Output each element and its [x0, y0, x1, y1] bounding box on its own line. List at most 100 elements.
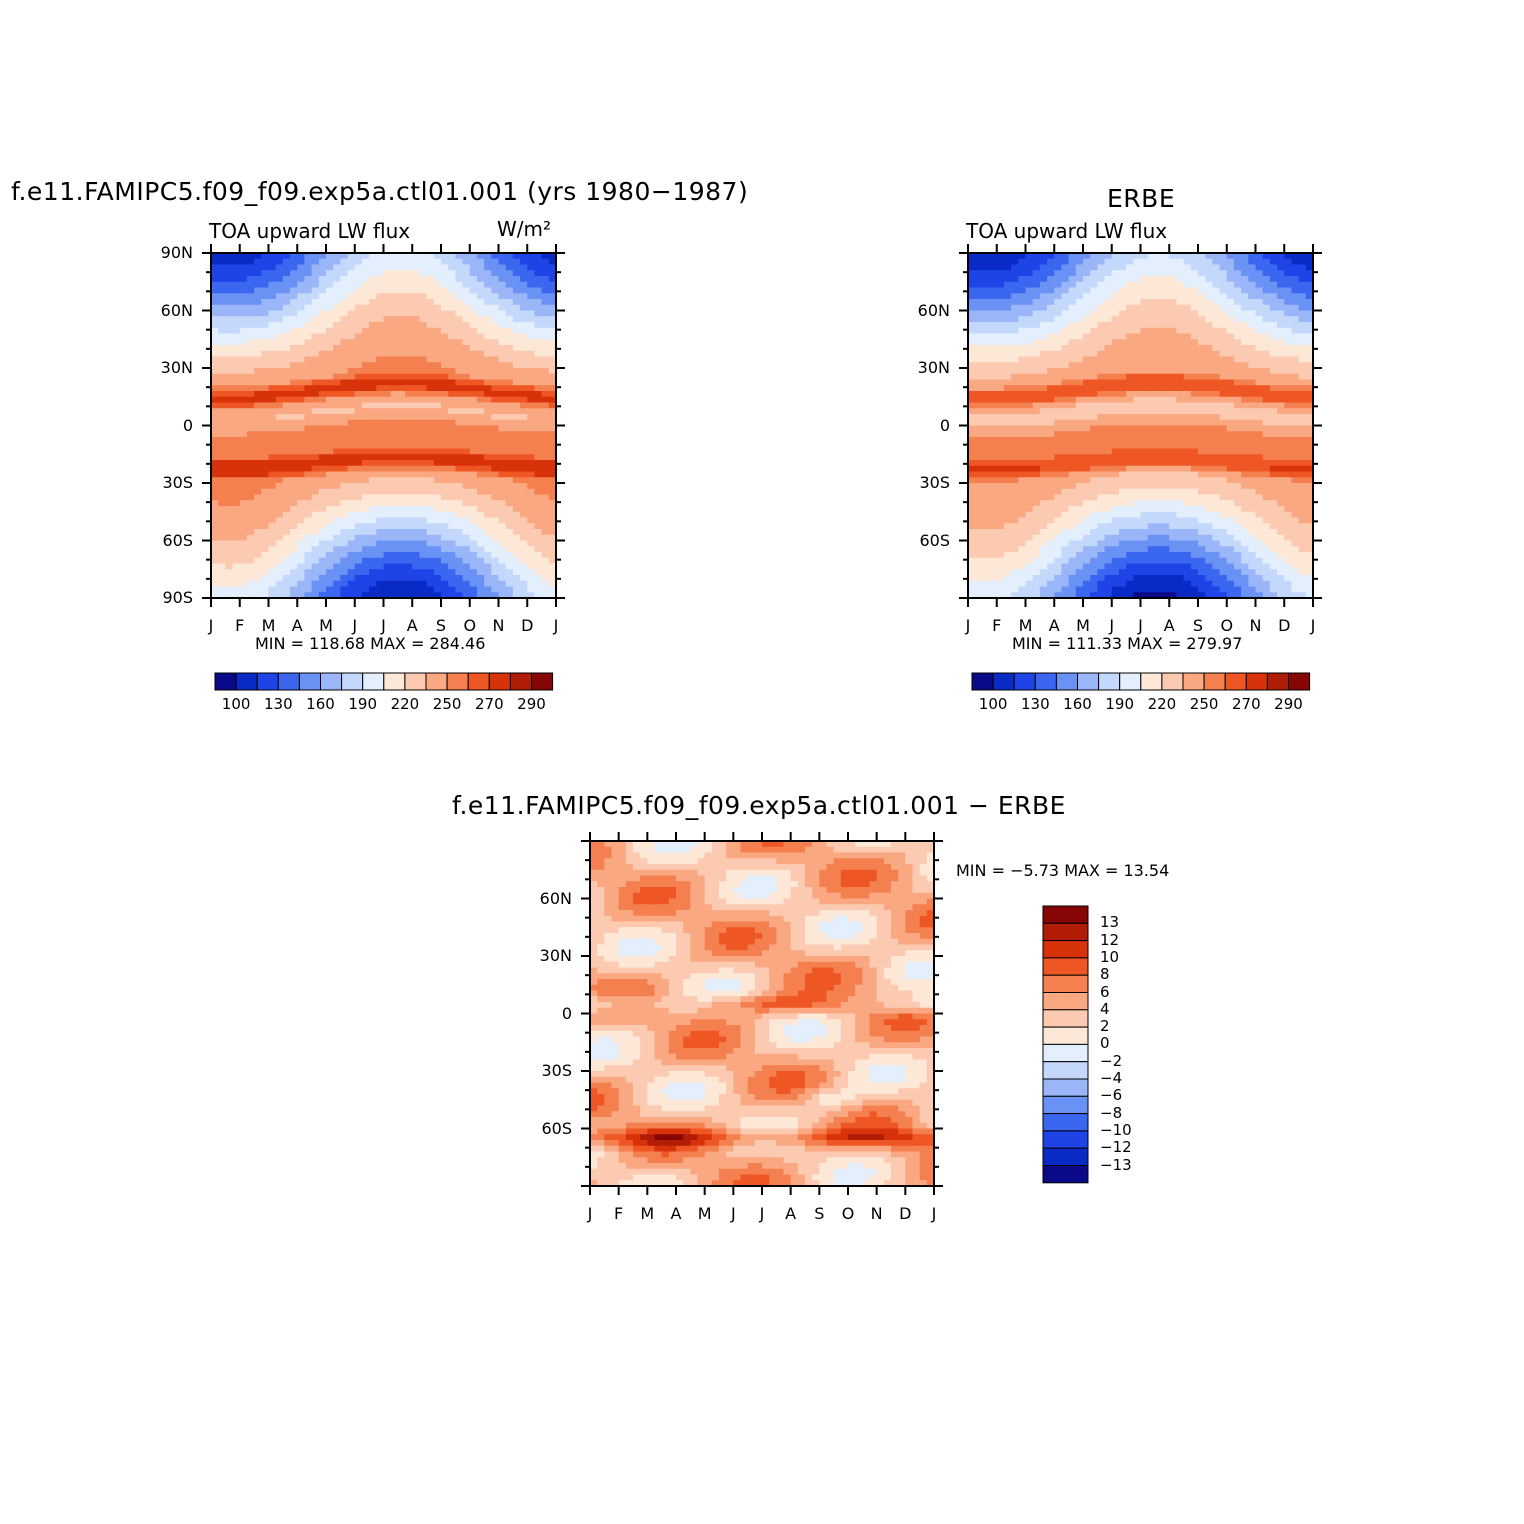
- panel1-cell: [462, 310, 471, 317]
- panel2-cell: [1003, 437, 1012, 444]
- panel2-cell: [1090, 391, 1098, 398]
- panel1-cell: [491, 287, 500, 294]
- panel1-cell: [491, 511, 500, 519]
- panel2-cell: [1118, 339, 1127, 346]
- panel1-cell: [390, 322, 399, 329]
- panel1-cell: [290, 454, 298, 461]
- panel2-cell: [1212, 287, 1221, 294]
- panel1-cell: [304, 494, 313, 501]
- panel1-cell: [498, 350, 507, 358]
- panel2-cell: [1068, 316, 1077, 323]
- panel1-cell: [405, 575, 413, 582]
- panel2-cell: [1039, 385, 1048, 392]
- panel2-cell: [975, 396, 983, 404]
- panel1-subtitle: TOA upward LW flux: [209, 219, 411, 243]
- panel1-cell: [311, 500, 320, 507]
- panel1-cell: [218, 465, 226, 473]
- panel1-cell: [476, 316, 485, 323]
- panel2-cell: [1262, 488, 1271, 496]
- panel2-cell: [1039, 362, 1048, 369]
- panel2-cell: [1003, 327, 1012, 335]
- panel2-cell: [1054, 488, 1063, 496]
- panel2-cell: [1083, 471, 1091, 478]
- panel1-cell: [433, 500, 442, 507]
- panel2-cell: [1118, 437, 1127, 444]
- panel1-cell: [476, 460, 485, 467]
- panel2-cell: [1241, 281, 1249, 289]
- panel2-cell: [1219, 442, 1228, 450]
- panel1-cell: [498, 477, 507, 484]
- panel2-cell: [1133, 488, 1142, 496]
- panel2-cell: [1291, 310, 1300, 317]
- panel1-cell: [390, 414, 399, 421]
- panel2-cell: [1068, 345, 1077, 352]
- panel1-cell: [311, 471, 320, 478]
- panel1-cell: [462, 333, 471, 340]
- panel1-cell: [354, 500, 363, 507]
- panel2-cell: [1147, 471, 1156, 478]
- panel1-cell: [419, 264, 428, 271]
- panel1-cell: [376, 437, 385, 444]
- panel2-cell: [1162, 281, 1170, 289]
- panel1-cell: [491, 253, 500, 260]
- panel1-cell: [275, 546, 284, 553]
- panel2-cell: [1054, 408, 1063, 415]
- panel2-cell: [968, 419, 976, 427]
- panel1-cell: [376, 293, 385, 300]
- panel2-cell: [1298, 304, 1307, 312]
- panel1-cell: [282, 563, 291, 570]
- panel1-cell: [211, 293, 219, 300]
- panel2-cell: [1032, 276, 1041, 283]
- panel2-cell: [1284, 454, 1293, 461]
- panel1-cell: [340, 592, 349, 599]
- panel2-cell: [1219, 345, 1228, 352]
- panel1-cell: [484, 310, 492, 317]
- panel1-cell: [469, 276, 478, 283]
- panel1-cell: [232, 322, 241, 329]
- panel1-cell: [297, 557, 306, 565]
- panel1-cell: [484, 327, 492, 335]
- panel1-cell: [347, 304, 356, 312]
- panel1-cell: [397, 563, 406, 570]
- panel2-cell: [982, 276, 991, 283]
- panel1-cell: [282, 379, 291, 386]
- panel2-cell: [1054, 483, 1063, 490]
- panel1-cell: [397, 258, 406, 266]
- panel2-cell: [1298, 327, 1307, 335]
- panel1-cell: [361, 345, 370, 352]
- panel2-cell: [1183, 431, 1192, 438]
- panel1-cell: [261, 368, 270, 375]
- panel1-cell: [512, 471, 521, 478]
- panel2-cell: [1284, 477, 1293, 484]
- panel1-cell: [218, 569, 226, 576]
- panel1-cell: [282, 310, 291, 317]
- panel1-cell: [505, 333, 514, 340]
- panel2-cell: [1162, 448, 1170, 455]
- panel2-cell: [996, 488, 1005, 496]
- panel2-cell: [1083, 304, 1091, 312]
- panel2-cell: [1162, 253, 1170, 260]
- panel1-cell: [225, 575, 234, 582]
- panel1-cell: [548, 580, 557, 588]
- panel1-cell: [441, 511, 449, 519]
- panel2-cell: [1291, 281, 1300, 289]
- panel1-cell: [354, 276, 363, 283]
- panel2-cell: [1039, 264, 1048, 271]
- panel2-cell: [1018, 379, 1027, 386]
- panel1-cell: [498, 563, 507, 570]
- panel2-cell: [982, 385, 991, 392]
- panel2-cell: [989, 477, 998, 484]
- panel1-cell: [441, 310, 449, 317]
- panel1-cell: [520, 557, 528, 565]
- panel1-cell: [268, 523, 277, 530]
- panel1-cell: [318, 368, 327, 375]
- panel1-cell: [275, 454, 284, 461]
- panel1-cell: [405, 506, 413, 513]
- panel2-cell: [1219, 362, 1228, 369]
- panel1-cell: [376, 477, 385, 484]
- panel1-cell: [505, 258, 514, 266]
- panel1-cell: [218, 534, 226, 542]
- panel2-cell: [1190, 276, 1199, 283]
- panel1-cell: [484, 368, 492, 375]
- panel1-cell: [520, 327, 528, 335]
